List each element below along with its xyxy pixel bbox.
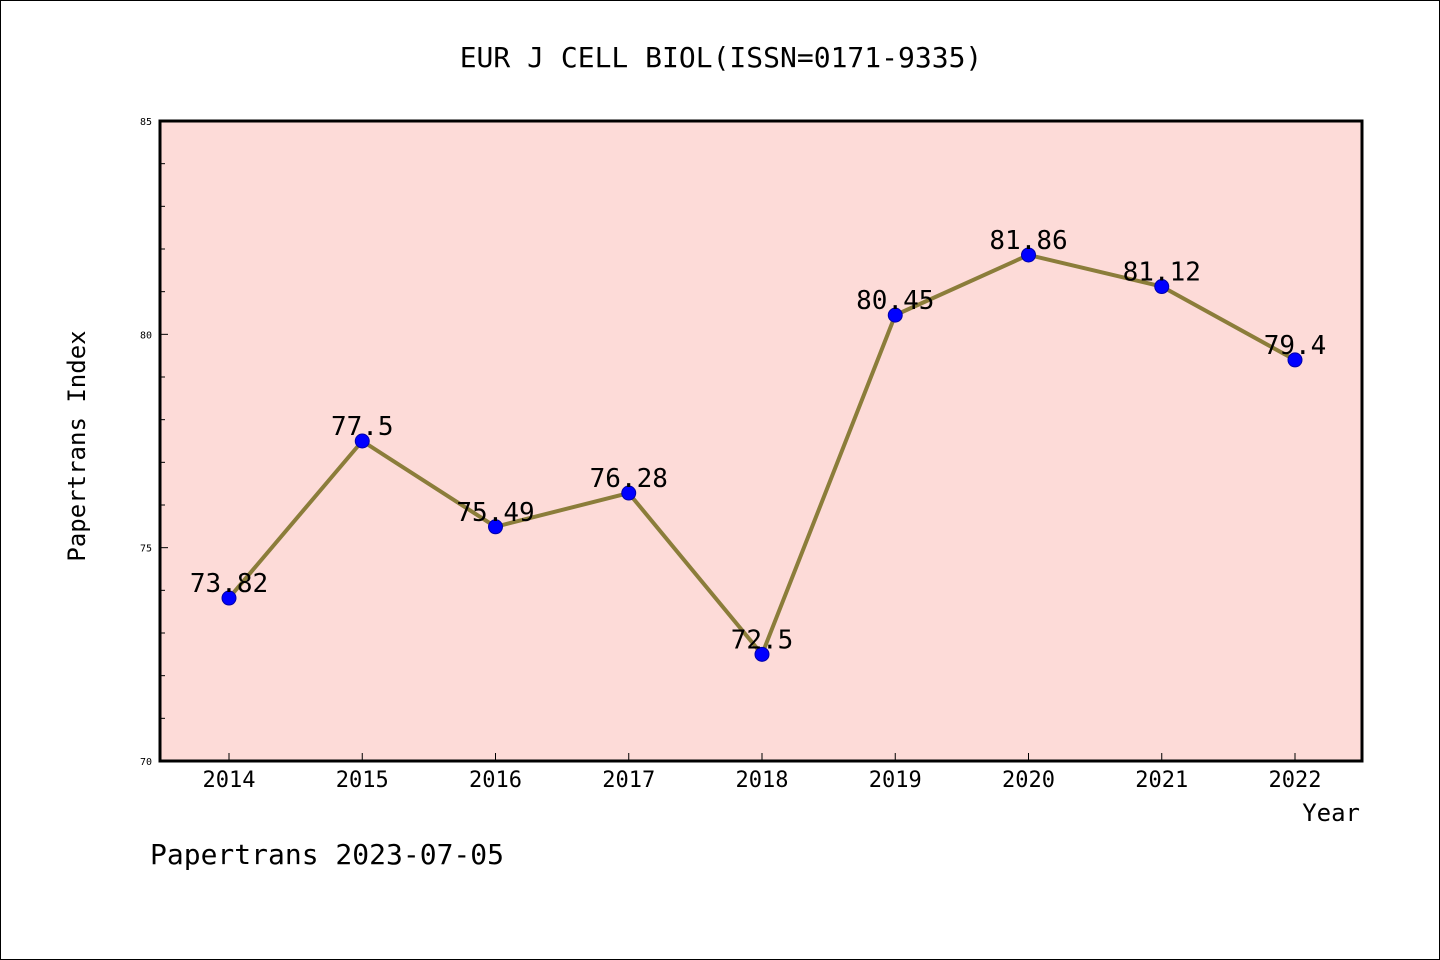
x-tick-label: 2022	[1269, 768, 1322, 793]
x-tick-label: 2020	[1002, 768, 1055, 793]
data-label: 81.12	[1123, 258, 1201, 288]
data-label: 72.5	[731, 625, 794, 655]
x-tick-label: 2019	[869, 768, 922, 793]
x-tick-label: 2015	[336, 768, 389, 793]
data-label: 80.45	[856, 286, 934, 316]
data-point	[221, 590, 237, 606]
data-point	[1154, 279, 1170, 295]
chart-title: EUR J CELL BIOL(ISSN=0171-9335)	[460, 41, 983, 74]
data-point	[1021, 247, 1036, 263]
data-point	[754, 646, 770, 662]
x-axis-label: Year	[1302, 799, 1360, 827]
x-tick-label: 2021	[1135, 768, 1188, 793]
data-label: 75.49	[456, 498, 534, 528]
x-tick-label: 2016	[469, 768, 522, 793]
y-axis-label: Papertrans Index	[63, 330, 91, 561]
y-tick-label: 70	[140, 757, 152, 768]
data-point	[488, 519, 503, 535]
y-tick-label: 75	[140, 544, 152, 555]
y-axis-ticks: 70 75 80 85	[140, 117, 168, 768]
data-label: 76.28	[590, 464, 668, 494]
x-tick-label: 2014	[203, 768, 256, 793]
y-tick-label: 80	[140, 330, 152, 341]
data-label-layer: 73.82 77.5 75.49 76.28 72.5 80.45 81.86 81.12 79…	[190, 226, 1326, 655]
data-label: 81.86	[989, 226, 1067, 256]
series-layer	[221, 247, 1303, 662]
x-axis-ticks: 2014 2015 2016 2017 2018 2019 2020 2021 2022	[203, 753, 1322, 793]
data-label: 79.4	[1264, 331, 1327, 361]
data-point	[1287, 352, 1303, 368]
data-label: 73.82	[190, 569, 268, 599]
data-point	[621, 485, 637, 501]
data-label: 77.5	[331, 412, 394, 442]
x-tick-label: 2017	[602, 768, 655, 793]
footer-text: Papertrans 2023-07-05	[150, 838, 504, 871]
x-tick-label: 2018	[736, 768, 789, 793]
data-point	[887, 307, 903, 323]
data-point	[354, 433, 370, 449]
y-tick-label: 85	[140, 117, 152, 128]
